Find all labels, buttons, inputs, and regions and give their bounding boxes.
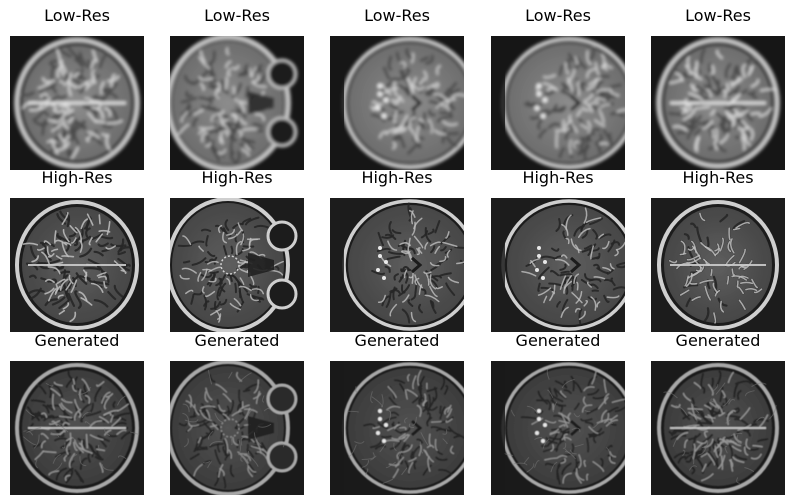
mri-slice-image [330,36,464,170]
mri-slice-image [330,361,464,495]
cell-title: Generated [354,331,440,350]
mri-slice-image [10,36,144,170]
mri-slice-image [491,36,625,170]
cell-title: Generated [515,331,601,350]
cell-title: High-Res [522,168,594,187]
mri-slice-image [491,361,625,495]
mri-slice-image [10,361,144,495]
cell-title: High-Res [201,168,273,187]
cell-title: Generated [34,331,120,350]
cell-title: Low-Res [204,6,270,25]
cell-title: High-Res [41,168,113,187]
cell-title: High-Res [682,168,754,187]
mri-slice-image [651,361,785,495]
mri-slice-image [10,198,144,332]
cell-title: Low-Res [685,6,751,25]
cell-title: Generated [675,331,761,350]
cell-title: Low-Res [364,6,430,25]
cell-title: High-Res [361,168,433,187]
cell-title: Generated [194,331,280,350]
mri-slice-image [170,198,304,332]
mri-slice-image [170,361,304,495]
mri-slice-image [491,198,625,332]
mri-slice-image [170,36,304,170]
mri-slice-image [651,36,785,170]
cell-title: Low-Res [44,6,110,25]
mri-slice-image [651,198,785,332]
cell-title: Low-Res [525,6,591,25]
mri-slice-image [330,198,464,332]
